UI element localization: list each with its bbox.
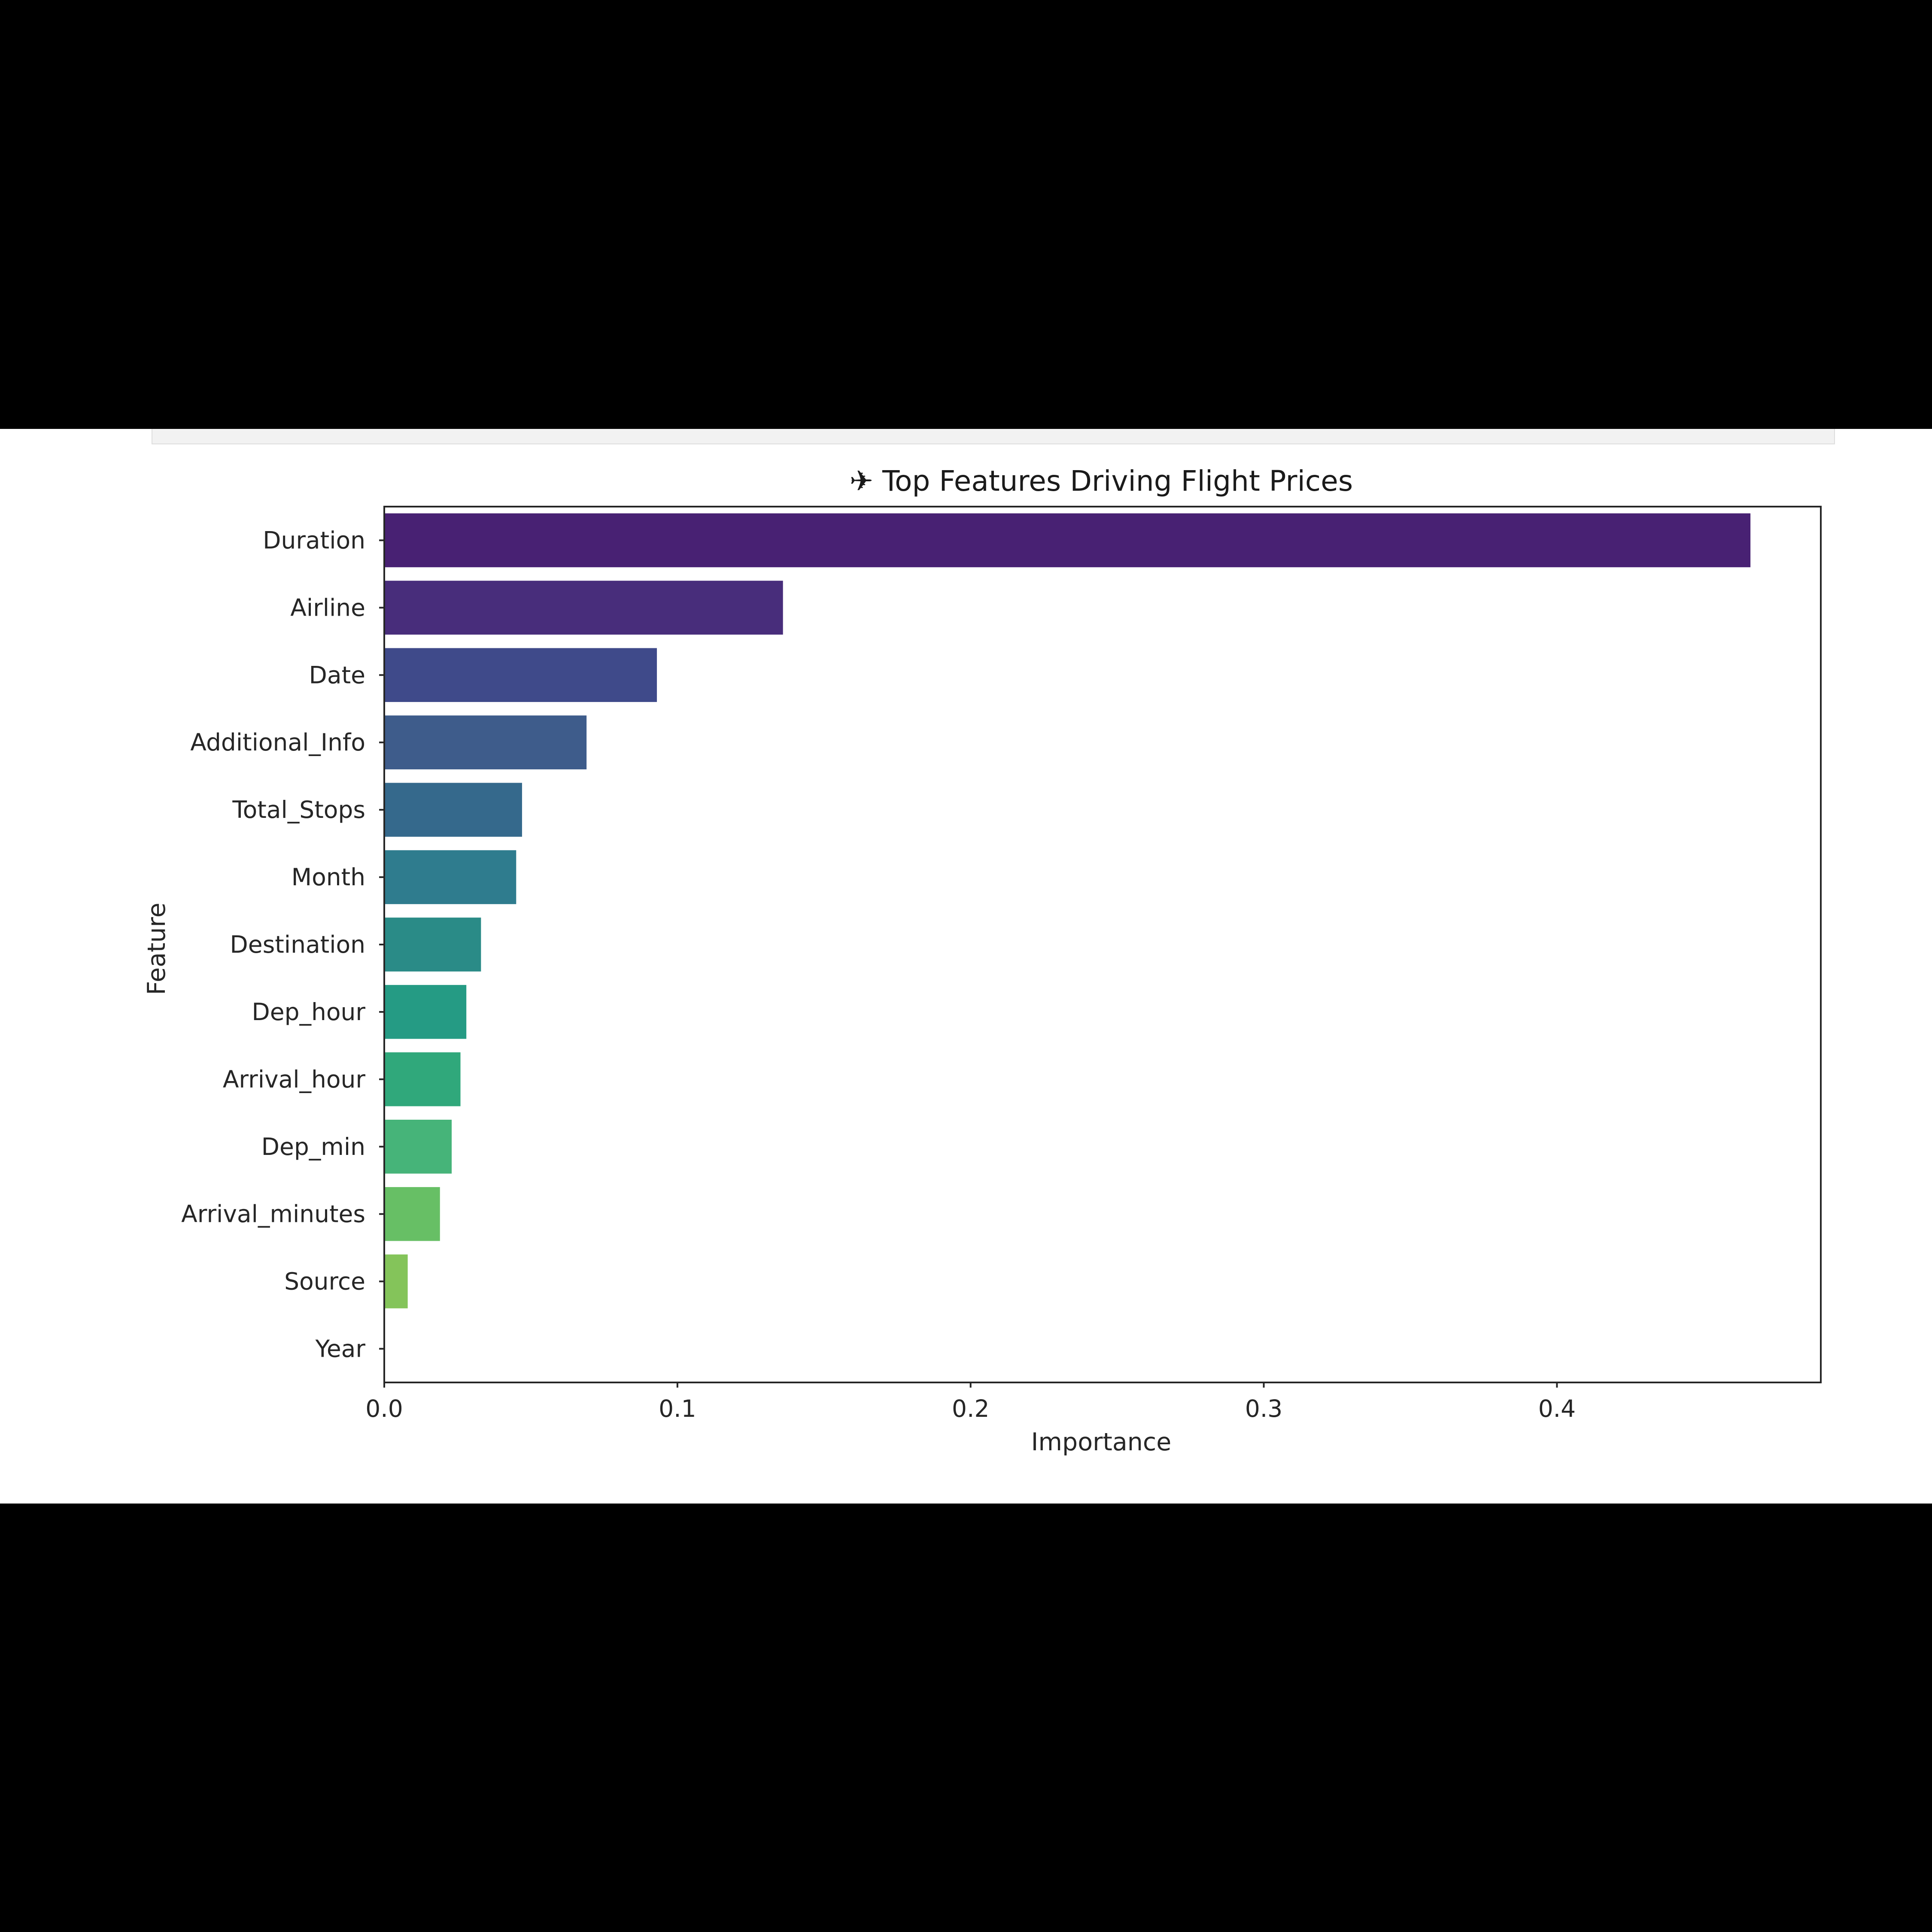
chart-title: ✈ Top Features Driving Flight Prices bbox=[850, 465, 1353, 498]
y-tick-label: Duration bbox=[263, 526, 365, 554]
bar-additional-info bbox=[384, 715, 587, 769]
y-tick-label: Dep_min bbox=[261, 1133, 365, 1160]
y-tick-label: Date bbox=[309, 661, 365, 689]
x-tick-label: 0.4 bbox=[1538, 1395, 1576, 1422]
x-axis-title: Importance bbox=[1031, 1428, 1172, 1456]
x-tick-label: 0.1 bbox=[659, 1395, 696, 1422]
bars-layer bbox=[384, 513, 1751, 1309]
y-tick-label: Airline bbox=[290, 594, 365, 621]
x-tick-label: 0.3 bbox=[1245, 1395, 1282, 1422]
bar-source bbox=[384, 1254, 408, 1309]
x-tick-label: 0.2 bbox=[952, 1395, 989, 1422]
y-axis-title: Feature bbox=[143, 902, 171, 995]
figure-panel bbox=[0, 429, 1932, 1504]
bar-month bbox=[384, 850, 516, 904]
y-tick-label: Total_Stops bbox=[232, 796, 365, 823]
bar-arrival-hour bbox=[384, 1052, 461, 1106]
bar-date bbox=[384, 648, 657, 702]
y-tick-label: Month bbox=[292, 863, 365, 891]
bar-dep-min bbox=[384, 1120, 452, 1174]
plot-frame bbox=[383, 506, 1822, 1383]
y-tick-label: Destination bbox=[230, 931, 365, 958]
bar-arrival-minutes bbox=[384, 1187, 440, 1241]
x-tick-label: 0.0 bbox=[365, 1395, 403, 1422]
y-axis-ticks: Duration Airline Date Additional_Info Total_… bbox=[181, 526, 384, 1363]
bar-total-stops bbox=[384, 783, 522, 837]
bar-destination bbox=[384, 917, 481, 972]
bar-airline bbox=[384, 580, 783, 635]
y-tick-label: Arrival_hour bbox=[223, 1066, 366, 1093]
y-tick-label: Dep_hour bbox=[252, 998, 365, 1026]
bar-duration bbox=[384, 513, 1751, 568]
y-tick-label: Additional_Info bbox=[190, 729, 365, 756]
bar-dep-hour bbox=[384, 985, 467, 1039]
y-tick-label: Year bbox=[315, 1335, 366, 1363]
output-cell-toolbar bbox=[152, 429, 1835, 444]
x-axis-ticks: 0.0 0.1 0.2 0.3 0.4 bbox=[365, 1382, 1576, 1422]
y-tick-label: Source bbox=[284, 1268, 365, 1295]
y-tick-label: Arrival_minutes bbox=[181, 1200, 365, 1228]
